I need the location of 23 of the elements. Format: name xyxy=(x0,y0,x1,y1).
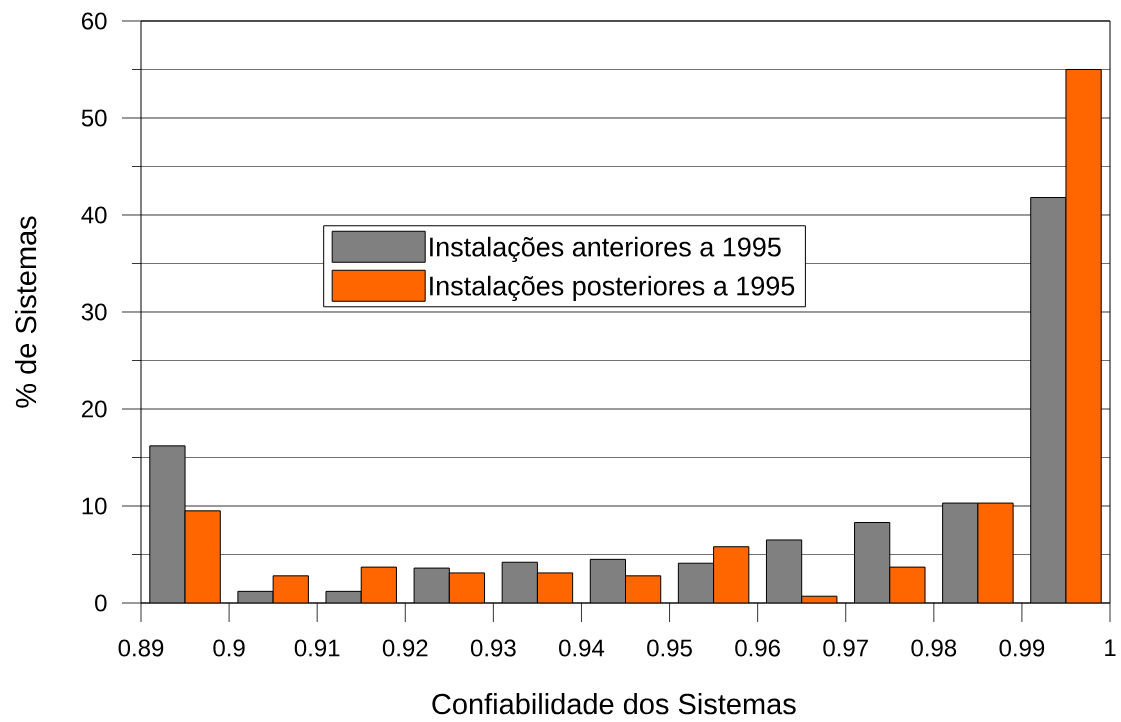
x-tick-label: 0.91 xyxy=(294,639,340,657)
x-tick-label: 0.95 xyxy=(647,639,692,657)
x-tick-label: 0.89 xyxy=(118,639,164,657)
y-tick-label: 50 xyxy=(81,109,107,127)
x-axis-title: Confiabilidade dos Sistemas xyxy=(432,693,796,715)
x-tick-label: 0.98 xyxy=(911,639,957,657)
y-tick-label: 20 xyxy=(82,400,107,418)
x-tick-label: 0.97 xyxy=(823,639,868,657)
legend-label: Instalações posteriores a 1995 xyxy=(430,275,795,302)
x-tick-label: 0.94 xyxy=(559,639,605,657)
legend-label: Instalações anteriores a 1995 xyxy=(430,236,781,263)
x-tick-label: 0.96 xyxy=(735,639,780,657)
y-tick-label: 30 xyxy=(81,303,107,321)
x-tick-label: 0.9 xyxy=(213,639,245,657)
y-tick-label: 0 xyxy=(95,594,107,612)
x-tick-label: 0.99 xyxy=(999,639,1045,657)
y-tick-label: 60 xyxy=(82,12,107,30)
x-tick-label: 0.92 xyxy=(382,639,428,657)
y-axis-title: % de Sistemas xyxy=(15,216,37,408)
x-tick-label: 1 xyxy=(1105,639,1116,657)
x-tick-label: 0.93 xyxy=(470,639,516,657)
y-tick-label: 10 xyxy=(82,497,107,515)
y-tick-label: 40 xyxy=(81,206,107,224)
